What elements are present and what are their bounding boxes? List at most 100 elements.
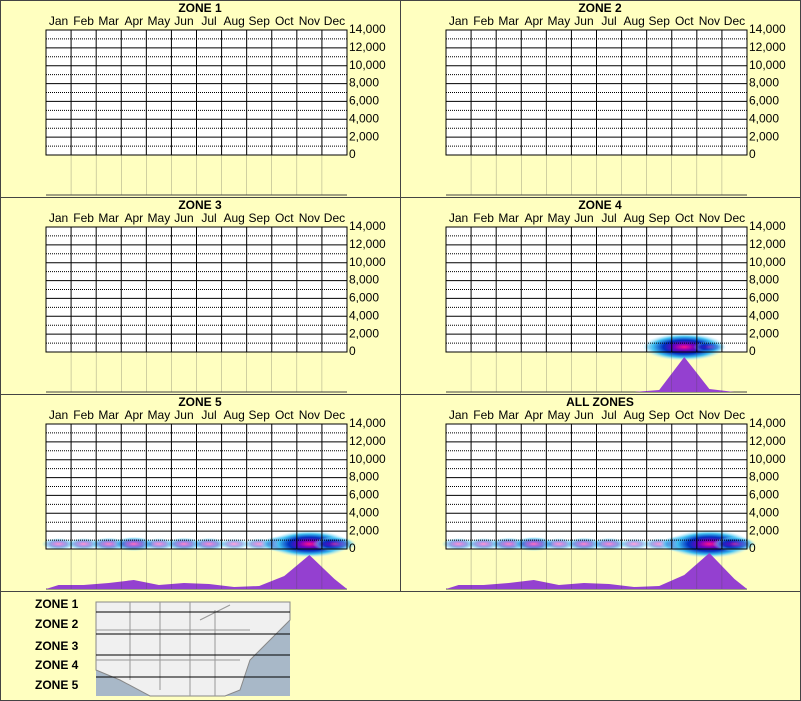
x-tick-label: Dec bbox=[324, 408, 345, 422]
x-tick-label: Sep bbox=[249, 211, 271, 225]
heat-cell bbox=[565, 537, 603, 551]
x-tick-label: Dec bbox=[724, 14, 745, 28]
heat-cell bbox=[218, 538, 250, 550]
panel: 0 2,000 4,000 6,000 8,000 10,000 12,000 14,000 J… bbox=[0, 0, 401, 198]
x-tick-label: Aug bbox=[623, 211, 644, 225]
y-tick-label: 4,000 bbox=[749, 308, 779, 322]
x-tick-label: Jul bbox=[601, 211, 616, 225]
y-tick-label: 12,000 bbox=[749, 40, 786, 54]
heat-cell bbox=[692, 341, 726, 353]
x-tick-label: Jul bbox=[601, 408, 616, 422]
x-tick-label: Apr bbox=[524, 211, 543, 225]
zone-label: ZONE 1 bbox=[35, 597, 79, 611]
heat-cell bbox=[591, 537, 628, 551]
x-tick-label: Oct bbox=[275, 408, 294, 422]
zone-label: ZONE 5 bbox=[35, 678, 79, 692]
panel: 0 2,000 4,000 6,000 8,000 10,000 12,000 14,000 J… bbox=[400, 0, 801, 198]
y-tick-label: 10,000 bbox=[749, 255, 786, 269]
y-tick-label: 2,000 bbox=[749, 129, 779, 143]
x-tick-label: Jun bbox=[574, 408, 593, 422]
y-tick-label: 12,000 bbox=[349, 237, 386, 251]
y-tick-label: 6,000 bbox=[749, 291, 779, 305]
x-tick-label: Mar bbox=[98, 211, 119, 225]
y-tick-label: 4,000 bbox=[349, 308, 379, 322]
y-tick-label: 0 bbox=[749, 344, 756, 358]
x-tick-label: Sep bbox=[649, 14, 671, 28]
y-tick-label: 8,000 bbox=[749, 76, 779, 90]
chart-title: ZONE 1 bbox=[178, 1, 222, 15]
x-tick-label: Sep bbox=[249, 408, 271, 422]
y-tick-label: 10,000 bbox=[749, 58, 786, 72]
x-tick-label: Dec bbox=[724, 408, 745, 422]
y-tick-label: 10,000 bbox=[349, 255, 386, 269]
x-tick-label: Nov bbox=[299, 211, 320, 225]
x-tick-label: May bbox=[548, 14, 571, 28]
zone-lines bbox=[96, 611, 290, 678]
legend: ZONE 1 ZONE 2 ZONE 3 ZONE 4 ZONE 5 bbox=[35, 597, 291, 697]
x-tick-label: Jul bbox=[201, 14, 216, 28]
y-tick-label: 2,000 bbox=[749, 326, 779, 340]
y-tick-label: 10,000 bbox=[349, 58, 386, 72]
y-tick-label: 8,000 bbox=[749, 273, 779, 287]
y-tick-label: 6,000 bbox=[349, 94, 379, 108]
heat-cell bbox=[191, 537, 228, 551]
x-tick-label: Jun bbox=[174, 408, 193, 422]
y-tick-label: 0 bbox=[749, 147, 756, 161]
x-tick-label: Oct bbox=[675, 14, 694, 28]
x-tick-label: Oct bbox=[675, 408, 694, 422]
map-borders bbox=[96, 602, 250, 696]
x-tick-label: Oct bbox=[275, 211, 294, 225]
x-tick-label: Oct bbox=[275, 14, 294, 28]
panel: 0 2,000 4,000 6,000 8,000 10,000 12,000 14,000 J… bbox=[0, 197, 401, 395]
chart-title: ZONE 3 bbox=[178, 198, 222, 212]
y-tick-label: 14,000 bbox=[349, 416, 386, 430]
x-tick-label: Nov bbox=[699, 211, 720, 225]
x-tick-label: Feb bbox=[73, 408, 94, 422]
y-tick-label: 2,000 bbox=[349, 523, 379, 537]
heat-cell bbox=[441, 538, 476, 550]
panel: 0 2,000 4,000 6,000 8,000 10,000 12,000 14,000 J… bbox=[0, 394, 401, 592]
x-tick-label: Aug bbox=[223, 211, 244, 225]
x-tick-label: Apr bbox=[124, 211, 143, 225]
x-tick-label: May bbox=[148, 211, 171, 225]
heat-cell bbox=[712, 536, 757, 552]
x-tick-label: Dec bbox=[324, 211, 345, 225]
y-tick-label: 0 bbox=[349, 147, 356, 161]
x-tick-label: May bbox=[548, 408, 571, 422]
x-tick-label: Apr bbox=[124, 14, 143, 28]
x-tick-label: Jan bbox=[49, 14, 68, 28]
panel: 0 2,000 4,000 6,000 8,000 10,000 12,000 14,000 J… bbox=[400, 394, 801, 592]
x-tick-label: Jun bbox=[574, 14, 593, 28]
x-tick-label: Feb bbox=[473, 211, 494, 225]
y-tick-label: 8,000 bbox=[749, 470, 779, 484]
y-tick-label: 14,000 bbox=[349, 22, 386, 36]
x-tick-label: Dec bbox=[324, 14, 345, 28]
x-tick-label: May bbox=[148, 408, 171, 422]
x-tick-label: Jun bbox=[174, 211, 193, 225]
x-tick-label: Nov bbox=[299, 408, 320, 422]
x-tick-label: Jul bbox=[201, 211, 216, 225]
y-tick-label: 6,000 bbox=[349, 291, 379, 305]
y-tick-label: 6,000 bbox=[749, 488, 779, 502]
chart-title: ALL ZONES bbox=[566, 395, 634, 409]
heat-cell bbox=[41, 538, 76, 550]
x-tick-label: Sep bbox=[649, 211, 671, 225]
monthly-profile bbox=[446, 553, 747, 589]
x-tick-label: Dec bbox=[724, 211, 745, 225]
x-tick-label: Feb bbox=[473, 14, 494, 28]
x-tick-label: May bbox=[548, 211, 571, 225]
x-tick-label: Jun bbox=[174, 14, 193, 28]
x-tick-label: Feb bbox=[73, 211, 94, 225]
zone-label: ZONE 3 bbox=[35, 639, 79, 653]
x-tick-label: Jan bbox=[449, 211, 468, 225]
x-tick-label: Aug bbox=[623, 408, 644, 422]
y-tick-label: 4,000 bbox=[349, 111, 379, 125]
y-tick-label: 8,000 bbox=[349, 273, 379, 287]
y-tick-label: 12,000 bbox=[349, 434, 386, 448]
x-tick-label: Jul bbox=[201, 408, 216, 422]
x-tick-label: May bbox=[148, 14, 171, 28]
y-tick-label: 0 bbox=[349, 541, 356, 555]
y-tick-label: 8,000 bbox=[349, 76, 379, 90]
x-tick-label: Nov bbox=[299, 14, 320, 28]
